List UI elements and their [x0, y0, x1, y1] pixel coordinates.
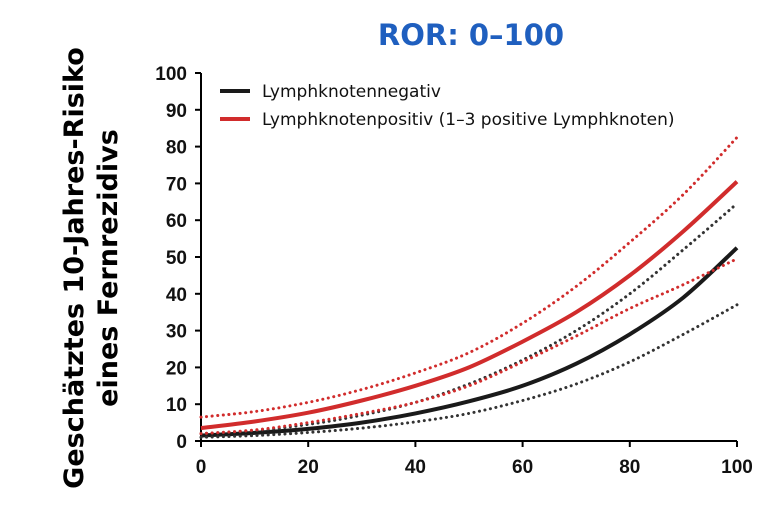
legend-label: Lymphknotennegativ — [262, 82, 441, 102]
confidence-band-line-5 — [199, 257, 739, 436]
y-tick-label: 20 — [166, 358, 187, 379]
y-tick-label: 10 — [166, 395, 187, 416]
y-tick-label: 0 — [176, 432, 187, 453]
y-tick-label: 100 — [155, 64, 187, 85]
x-tick-label: 100 — [721, 457, 753, 478]
x-tick-label: 80 — [619, 457, 640, 478]
y-tick-label: 80 — [166, 138, 187, 159]
legend-label: Lymphknotenpositiv (1–3 positive Lymphkn… — [262, 110, 675, 130]
confidence-band-line-4 — [199, 135, 739, 419]
axes: 0 10 20 30 40 50 60 70 80 90 100 0 20 40 60 80 100 — [155, 64, 753, 478]
chart-title: ROR: 0–100 — [377, 18, 565, 52]
confidence-band-line-1 — [199, 202, 739, 436]
y-tick-label: 50 — [166, 248, 187, 269]
y-tick-label: 70 — [166, 174, 187, 195]
y-tick-label: 90 — [166, 101, 187, 122]
y-tick-label: 30 — [166, 322, 187, 343]
x-tick-label: 20 — [298, 457, 319, 478]
legend: Lymphknotennegativ Lymphknotenpositiv (1–… — [220, 82, 675, 130]
x-tick-label: 0 — [196, 457, 207, 478]
y-tick-label: 60 — [166, 211, 187, 232]
x-tick-label: 40 — [405, 457, 426, 478]
y-tick-label: 40 — [166, 285, 187, 306]
confidence-band-line-2 — [199, 303, 739, 439]
series-layer — [199, 135, 739, 439]
x-tick-label: 60 — [512, 457, 533, 478]
series-line-3 — [200, 180, 739, 431]
series-line-0 — [200, 246, 739, 438]
